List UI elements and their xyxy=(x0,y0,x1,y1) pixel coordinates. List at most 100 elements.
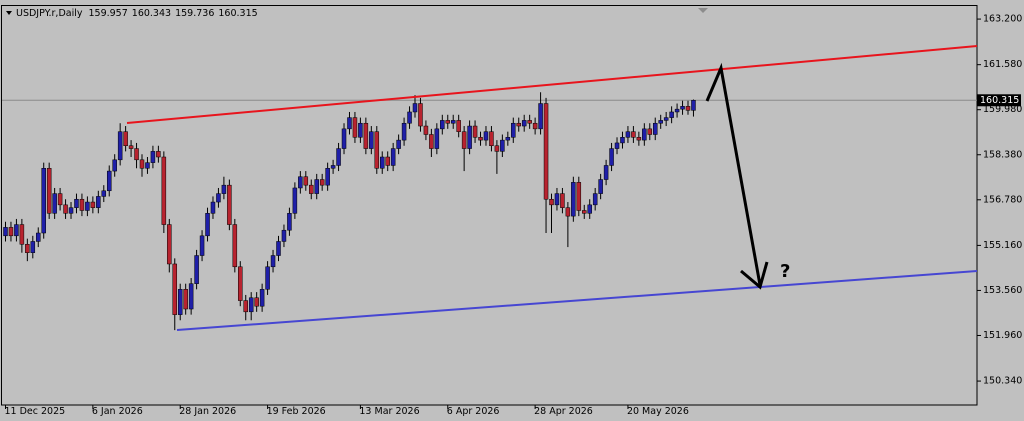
candle-body xyxy=(134,148,139,161)
close-value: 160.315 xyxy=(218,8,257,19)
candle-body xyxy=(516,122,521,127)
candle-body xyxy=(101,190,107,197)
candle-body xyxy=(418,103,423,127)
candle-body xyxy=(500,139,505,152)
x-tick-label: 11 Dec 2025 xyxy=(5,406,66,417)
candle-body xyxy=(401,122,407,141)
candle-body xyxy=(511,122,516,138)
candle-body xyxy=(216,193,221,203)
candle-body xyxy=(396,139,401,149)
candle-body xyxy=(85,201,90,211)
candle-body xyxy=(521,120,527,127)
x-tick-label: 6 Apr 2026 xyxy=(447,406,500,417)
candle-body xyxy=(363,122,369,149)
candle-body xyxy=(440,120,445,130)
candle-body xyxy=(265,266,270,290)
candle-body xyxy=(243,300,248,313)
candle-body xyxy=(461,131,467,149)
x-tick-label: 6 Jan 2026 xyxy=(92,406,143,417)
y-tick-label: 151.960 xyxy=(983,330,1022,341)
candle-body xyxy=(117,131,123,161)
candle-body xyxy=(341,128,347,149)
axes: 163.200 161.580 159.980 158.380 156.780 155.1… xyxy=(2,14,1022,417)
candle-body xyxy=(287,213,292,231)
candle-body xyxy=(385,156,390,166)
y-tick-label: 156.780 xyxy=(983,194,1022,205)
candle-body xyxy=(63,204,68,214)
candle-body xyxy=(642,128,647,141)
candle-body xyxy=(538,103,543,130)
candle-body xyxy=(625,131,631,138)
candle-body xyxy=(57,193,63,206)
candle-body xyxy=(336,148,341,166)
candle-body xyxy=(270,255,276,268)
candle-body xyxy=(478,137,483,141)
support-trendline[interactable] xyxy=(176,270,978,331)
candles xyxy=(3,92,696,331)
candle-body xyxy=(161,156,167,225)
candle-body xyxy=(483,131,489,141)
candle-body xyxy=(25,244,30,253)
shift-marker xyxy=(698,8,708,13)
candle-body xyxy=(145,162,150,169)
candle-body xyxy=(549,198,554,206)
high-value: 160.343 xyxy=(132,8,171,19)
x-tick-label: 28 Jan 2026 xyxy=(179,406,236,417)
candle-body xyxy=(609,148,614,166)
candle-body xyxy=(74,198,79,208)
candle-body xyxy=(96,196,101,208)
y-tick-label: 158.380 xyxy=(983,149,1022,160)
candle-body xyxy=(412,103,418,113)
candle-body xyxy=(379,156,385,169)
candle-body xyxy=(565,207,571,217)
candle-body xyxy=(248,297,254,313)
candle-body xyxy=(14,224,19,237)
candle-body xyxy=(680,106,685,110)
candle-body xyxy=(620,137,625,144)
candle-body xyxy=(325,168,330,186)
candle-body xyxy=(571,182,576,217)
candle-body xyxy=(352,117,358,138)
current-price-box xyxy=(977,94,1021,107)
candle-body xyxy=(674,108,680,113)
menu-icon[interactable] xyxy=(6,11,12,15)
candle-body xyxy=(434,128,440,149)
symbol: USDJPY.r,Daily xyxy=(16,8,83,19)
candle-body xyxy=(390,148,396,166)
candle-body xyxy=(450,120,456,124)
candle-body xyxy=(592,193,598,206)
candle-body xyxy=(3,227,8,237)
candle-body xyxy=(407,111,412,124)
candle-body xyxy=(68,207,74,214)
candle-body xyxy=(177,289,183,315)
candle-body xyxy=(582,210,587,214)
candle-body xyxy=(554,193,560,206)
candle-body xyxy=(112,159,117,172)
resistance-trendline[interactable] xyxy=(126,45,978,124)
y-tick-label: 150.340 xyxy=(983,376,1022,387)
candle-body xyxy=(576,182,582,211)
candle-body xyxy=(505,137,511,141)
candle-body xyxy=(423,125,429,135)
candle-body xyxy=(691,100,696,111)
candle-body xyxy=(636,137,642,141)
candle-body xyxy=(79,198,85,211)
candle-body xyxy=(172,263,178,315)
candle-body xyxy=(347,117,352,130)
candle-body xyxy=(8,227,14,237)
candle-body xyxy=(167,224,172,265)
candle-body xyxy=(319,179,325,186)
chart-header: USDJPY.r,Daily 159.957 160.343 159.736 160.3… xyxy=(16,8,258,19)
projection-arrow[interactable] xyxy=(705,62,762,286)
candle-body xyxy=(358,122,363,138)
candle-body xyxy=(603,165,609,180)
y-tick-label: 159.980 xyxy=(983,104,1022,115)
candle-body xyxy=(128,145,134,149)
x-tick-label: 28 Apr 2026 xyxy=(534,406,593,417)
candle-body xyxy=(188,283,194,310)
candle-body xyxy=(614,142,620,149)
candle-body xyxy=(532,122,538,130)
candle-body xyxy=(445,120,451,124)
